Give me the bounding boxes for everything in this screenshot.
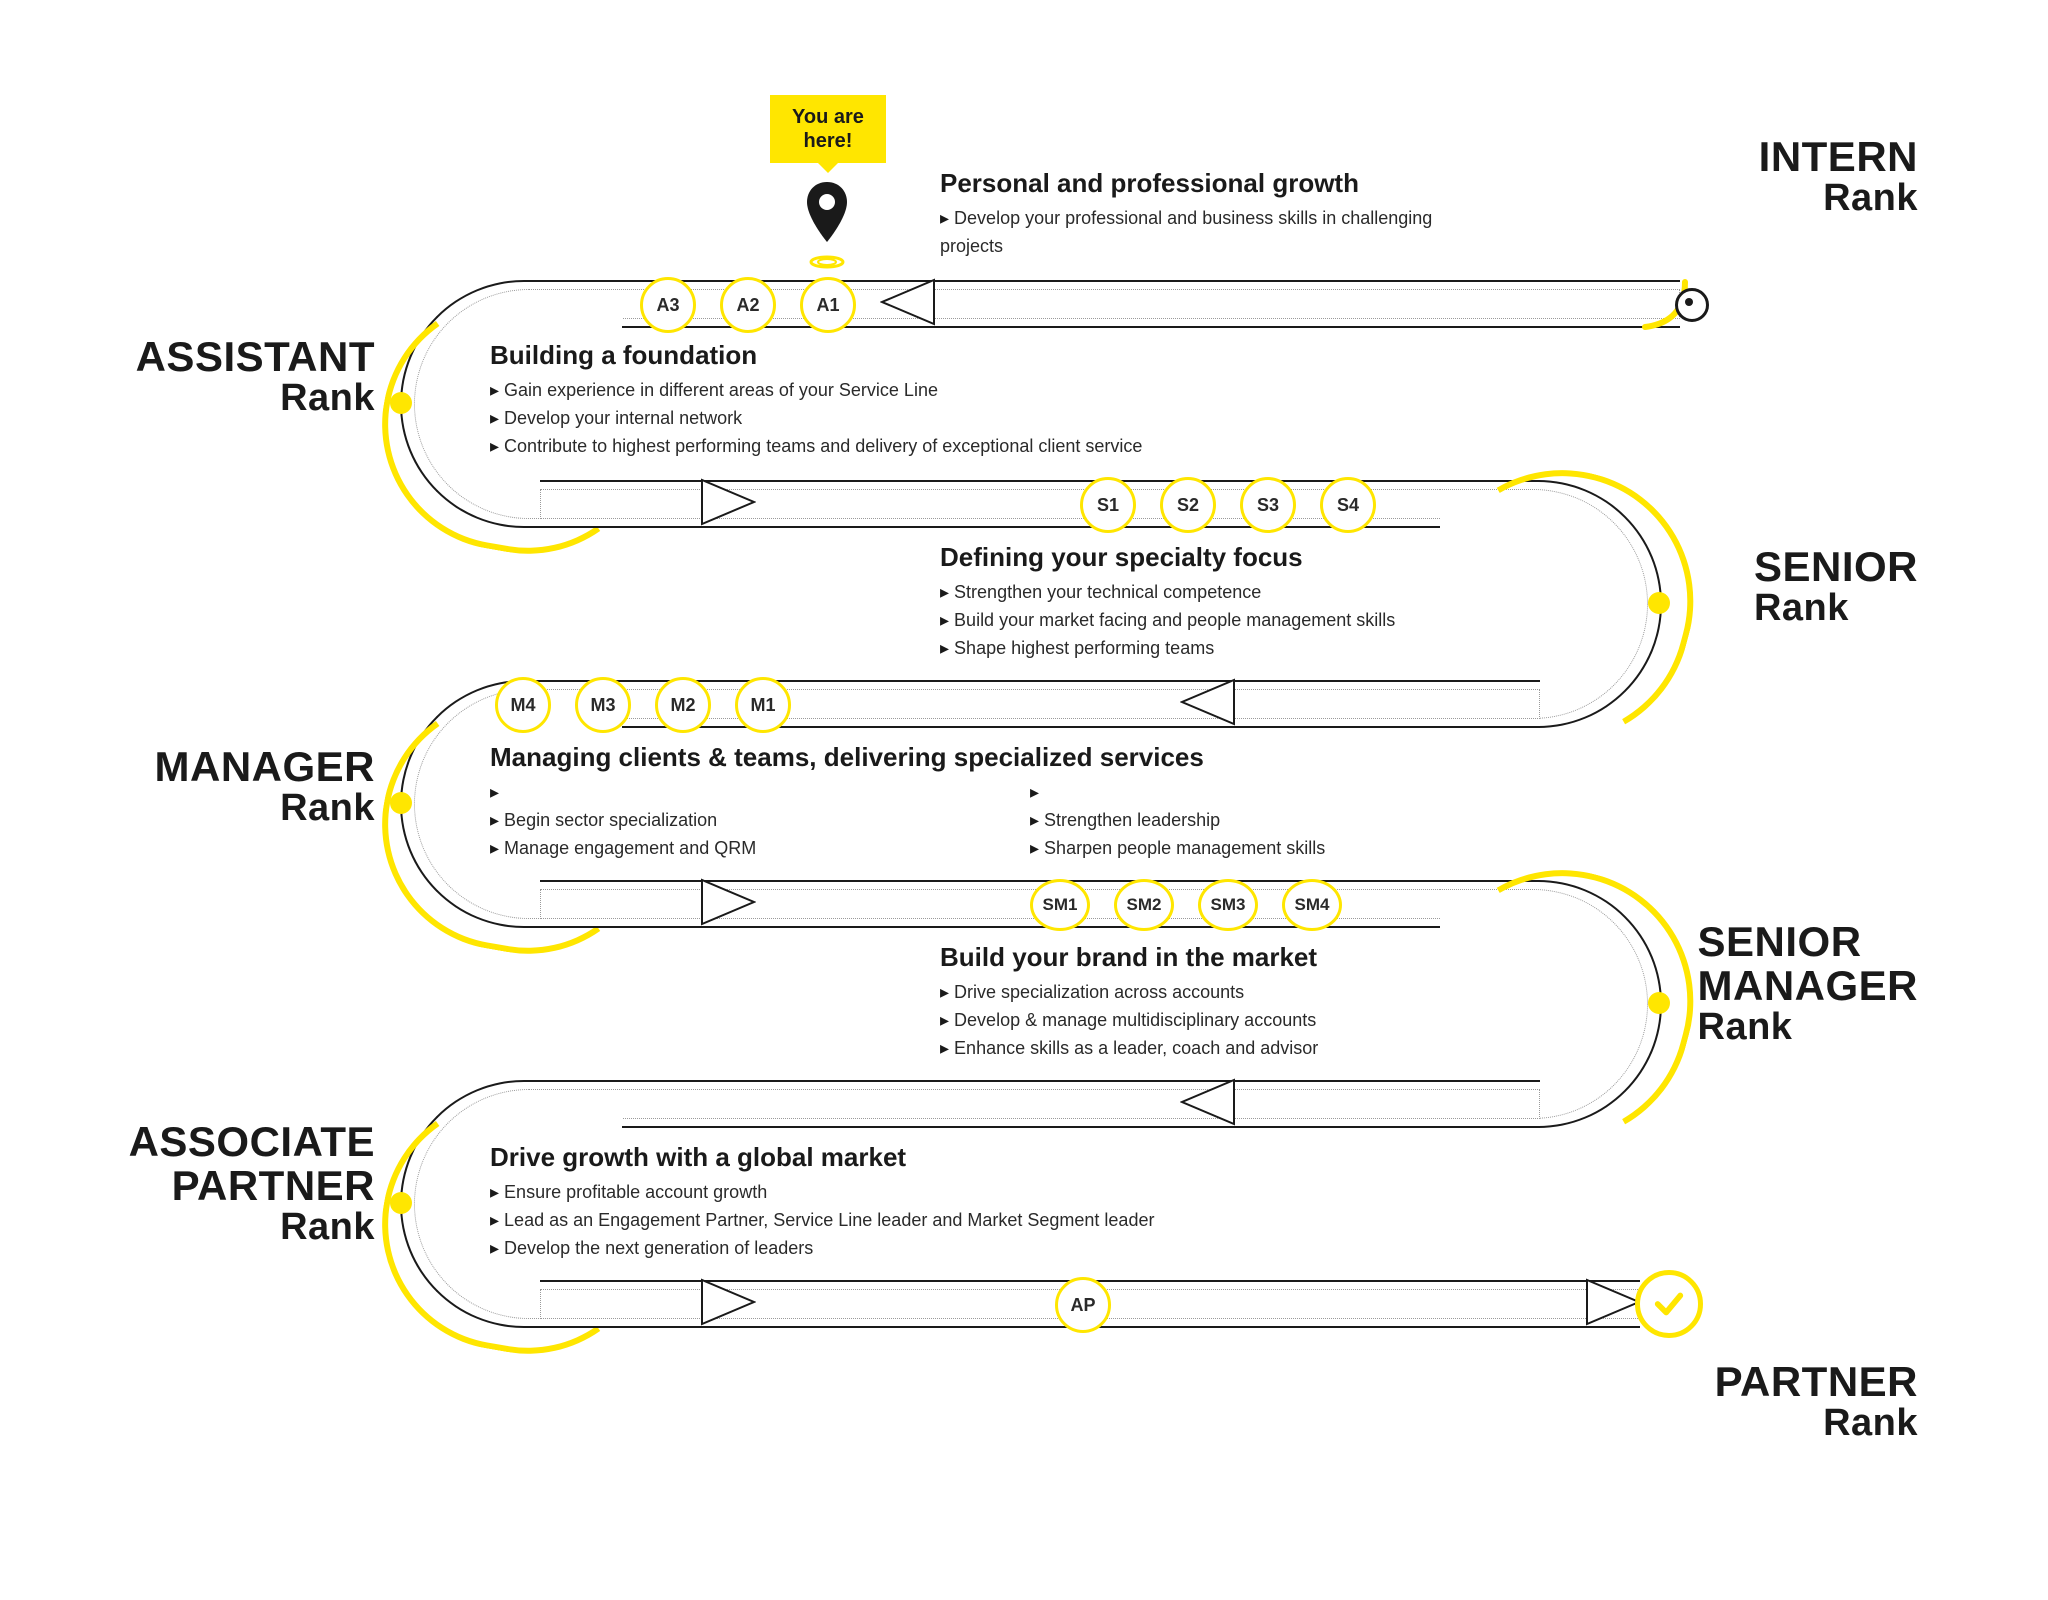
- section-manager-bullets: Begin sector specialization Manage engag…: [490, 779, 1450, 863]
- section-senior-title: Defining your specialty focus: [940, 542, 1303, 573]
- node-ap: AP: [1055, 1277, 1111, 1333]
- section-ap-bullets: Ensure profitable account growth Lead as…: [490, 1179, 1490, 1263]
- node-sm4: SM4: [1282, 879, 1342, 931]
- rank-manager-title: MANAGER: [155, 743, 376, 790]
- rank-associate-partner: ASSOCIATE PARTNER Rank: [95, 1120, 375, 1248]
- node-s3: S3: [1240, 477, 1296, 533]
- section-assistant-title: Building a foundation: [490, 340, 757, 371]
- arrow-row2: [700, 478, 756, 526]
- rank-intern: INTERN Rank: [1759, 135, 1918, 219]
- track-row1: [540, 280, 1680, 328]
- rank-sm-title2: MANAGER: [1698, 962, 1919, 1009]
- career-roadmap-canvas: INTERN Rank ASSISTANT Rank SENIOR Rank M…: [0, 0, 2048, 1600]
- node-s1: S1: [1080, 477, 1136, 533]
- dot-senior-manager: [1648, 992, 1670, 1014]
- rank-senior: SENIOR Rank: [1754, 545, 1918, 629]
- arrow-row6b: [1585, 1278, 1641, 1326]
- track-row2: [540, 480, 1540, 528]
- section-assistant-bullets: Gain experience in different areas of yo…: [490, 377, 1490, 461]
- rank-partner-title: PARTNER: [1715, 1358, 1918, 1405]
- section-sm-title: Build your brand in the market: [940, 942, 1317, 973]
- rank-intern-title: INTERN: [1759, 133, 1918, 180]
- arrow-row3: [1180, 678, 1236, 726]
- node-a3: A3: [640, 277, 696, 333]
- dot-associate-partner: [390, 1192, 412, 1214]
- node-m2: M2: [655, 677, 711, 733]
- rank-partner-sub: Rank: [1715, 1404, 1918, 1444]
- section-intern-title: Personal and professional growth: [940, 168, 1359, 199]
- node-a1: A1: [800, 277, 856, 333]
- node-s4: S4: [1320, 477, 1376, 533]
- here-line1: You are: [792, 106, 864, 128]
- rank-senior-sub: Rank: [1754, 589, 1918, 629]
- dot-assistant: [390, 392, 412, 414]
- rank-manager-sub: Rank: [95, 789, 375, 829]
- node-sm2: SM2: [1114, 879, 1174, 931]
- dot-senior: [1648, 592, 1670, 614]
- section-intern-bullets: Develop your professional and business s…: [940, 205, 1500, 261]
- rank-assistant: ASSISTANT Rank: [95, 335, 375, 419]
- here-line2: here!: [803, 130, 852, 152]
- rank-sm-title1: SENIOR: [1698, 918, 1862, 965]
- arrow-row5: [1180, 1078, 1236, 1126]
- rank-ap-title1: ASSOCIATE: [129, 1118, 375, 1165]
- section-sm-bullets: Drive specialization across accounts Dev…: [940, 979, 1580, 1063]
- rank-ap-sub: Rank: [95, 1208, 375, 1248]
- node-s2: S2: [1160, 477, 1216, 533]
- rank-assistant-sub: Rank: [95, 379, 375, 419]
- node-m3: M3: [575, 677, 631, 733]
- track-row5: [540, 1080, 1540, 1128]
- arrow-row1: [880, 278, 936, 326]
- end-check: [1635, 1270, 1703, 1338]
- dot-manager: [390, 792, 412, 814]
- section-manager-title: Managing clients & teams, delivering spe…: [490, 742, 1204, 773]
- start-node: [1675, 288, 1709, 322]
- here-box: You are here!: [770, 95, 886, 163]
- section-ap-title: Drive growth with a global market: [490, 1142, 906, 1173]
- rank-senior-title: SENIOR: [1754, 543, 1918, 590]
- arrow-row4: [700, 878, 756, 926]
- check-icon: [1652, 1287, 1686, 1321]
- node-sm1: SM1: [1030, 879, 1090, 931]
- rank-sm-sub: Rank: [1698, 1008, 1919, 1048]
- rank-partner: PARTNER Rank: [1715, 1360, 1918, 1444]
- rank-assistant-title: ASSISTANT: [136, 333, 375, 380]
- rank-ap-title2: PARTNER: [172, 1162, 375, 1209]
- node-m1: M1: [735, 677, 791, 733]
- rank-manager: MANAGER Rank: [95, 745, 375, 829]
- node-a2: A2: [720, 277, 776, 333]
- node-sm3: SM3: [1198, 879, 1258, 931]
- rank-intern-sub: Rank: [1759, 179, 1918, 219]
- node-m4: M4: [495, 677, 551, 733]
- section-senior-bullets: Strengthen your technical competence Bui…: [940, 579, 1620, 663]
- map-pin-icon: [805, 180, 849, 270]
- arrow-row6a: [700, 1278, 756, 1326]
- rank-senior-manager: SENIOR MANAGER Rank: [1698, 920, 1919, 1048]
